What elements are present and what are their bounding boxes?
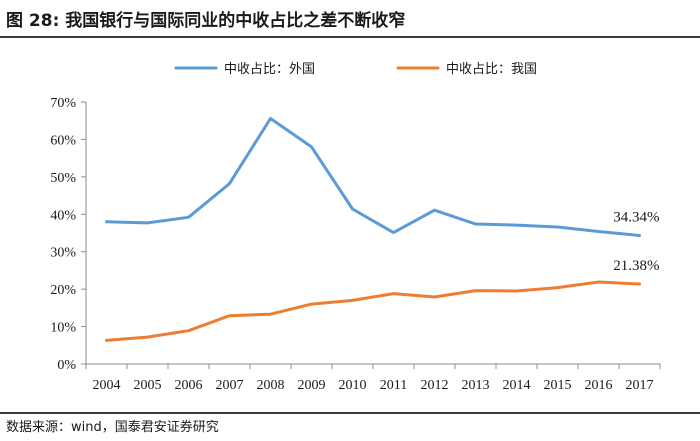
line-chart: 0% 10% 20% 30% 40% 50% 60% 70% 2004 2005 2006 2007 2… bbox=[50, 62, 661, 393]
y-tick-label: 40% bbox=[50, 208, 76, 223]
legend-label-2: 中收占比：我国 bbox=[446, 62, 537, 77]
y-tick-label: 30% bbox=[50, 246, 76, 261]
x-tick-label: 2004 bbox=[93, 378, 121, 393]
title-divider bbox=[0, 36, 700, 38]
x-tick-label: 2008 bbox=[257, 378, 285, 393]
x-tick-label: 2006 bbox=[175, 378, 203, 393]
series-line-2 bbox=[105, 280, 641, 342]
x-tick-label: 2011 bbox=[380, 378, 407, 393]
x-tick-label: 2009 bbox=[298, 378, 326, 393]
y-tick-label: 50% bbox=[50, 171, 76, 186]
x-tick-label: 2013 bbox=[462, 378, 490, 393]
data-label-1: 34.34% bbox=[613, 209, 659, 225]
title-bar: 图 28: 我国银行与国际同业的中收占比之差不断收窄 bbox=[0, 0, 700, 36]
y-tick-label: 0% bbox=[57, 358, 76, 373]
figure-title: 图 28: 我国银行与国际同业的中收占比之差不断收窄 bbox=[6, 11, 406, 31]
footer-divider bbox=[0, 412, 700, 414]
x-tick-label: 2014 bbox=[503, 378, 531, 393]
series-line-1 bbox=[105, 117, 641, 237]
y-tick-label: 20% bbox=[50, 283, 76, 298]
x-tick-label: 2015 bbox=[544, 378, 572, 393]
y-tick-label: 10% bbox=[50, 321, 76, 336]
x-tick-label: 2007 bbox=[216, 378, 244, 393]
source-note: 数据来源：wind，国泰君安证券研究 bbox=[6, 420, 219, 435]
x-tick-label: 2012 bbox=[421, 378, 449, 393]
y-tick-label: 60% bbox=[50, 133, 76, 148]
x-tick-label: 2017 bbox=[626, 378, 654, 393]
y-tick-label: 70% bbox=[50, 96, 76, 111]
legend-label-1: 中收占比：外国 bbox=[224, 62, 315, 77]
x-tick-label: 2016 bbox=[585, 378, 613, 393]
x-tick-label: 2010 bbox=[339, 378, 367, 393]
data-label-2: 21.38% bbox=[613, 258, 659, 274]
x-tick-label: 2005 bbox=[134, 378, 162, 393]
